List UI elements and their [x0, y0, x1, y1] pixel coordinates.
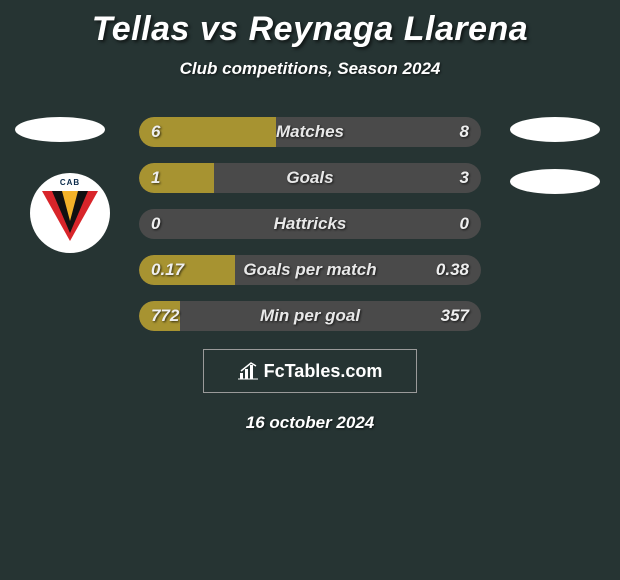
stat-row: 0.170.38Goals per match [0, 255, 620, 285]
date-label: 16 october 2024 [0, 413, 620, 433]
stat-label: Min per goal [139, 301, 481, 331]
bar-track: 68Matches [139, 117, 481, 147]
comparison-chart: CAB 68Matches13Goals00Hattricks0.170.38G… [0, 117, 620, 331]
chart-icon [238, 361, 260, 381]
page-title: Tellas vs Reynaga Llarena [0, 0, 620, 49]
stat-row: 0 0Hattricks [0, 209, 620, 239]
bar-track: 0 0Hattricks [139, 209, 481, 239]
stat-value-right: 0.38 [436, 255, 469, 285]
bar-track: 13Goals [139, 163, 481, 193]
stat-label: Hattricks [139, 209, 481, 239]
subtitle: Club competitions, Season 2024 [0, 59, 620, 79]
stat-value-left: 0 [151, 209, 160, 239]
bar-left-fill [139, 117, 276, 147]
stat-row: 68Matches [0, 117, 620, 147]
stat-value-right: 357 [441, 301, 469, 331]
brand-box[interactable]: FcTables.com [203, 349, 417, 393]
bar-left-fill [139, 255, 235, 285]
bar-track: 772357Min per goal [139, 301, 481, 331]
bar-left-fill [139, 301, 180, 331]
stat-value-right: 3 [460, 163, 469, 193]
stat-row: 772357Min per goal [0, 301, 620, 331]
bar-track: 0.170.38Goals per match [139, 255, 481, 285]
brand-text: FcTables.com [264, 361, 383, 382]
bar-left-fill [139, 163, 214, 193]
stat-value-right: 8 [460, 117, 469, 147]
stat-value-right: 0 [460, 209, 469, 239]
stat-row: 13Goals [0, 163, 620, 193]
